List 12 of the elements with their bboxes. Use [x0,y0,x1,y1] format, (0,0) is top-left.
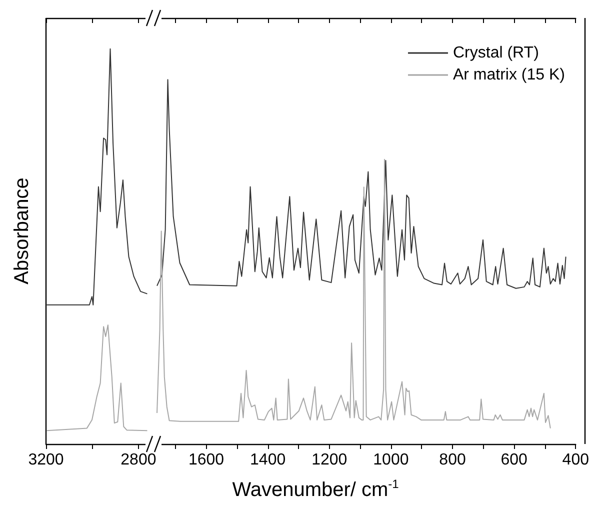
x-tick-label: 1600 [188,452,224,468]
x-tick-label: 1400 [250,452,286,468]
x-tick-label: 400 [562,452,590,468]
x-tick-label: 800 [439,452,466,468]
x-tick-label: 1000 [373,452,409,468]
legend-label: Crystal (RT) [452,44,539,62]
x-tick-label: 3200 [28,452,64,468]
x-tick-label: 1200 [312,452,348,468]
legend-label: Ar matrix (15 K) [452,66,565,84]
x-tick-label: 2800 [120,452,156,468]
x-tick-label: 600 [500,452,528,468]
y-axis-title: Absorbance [11,178,33,284]
